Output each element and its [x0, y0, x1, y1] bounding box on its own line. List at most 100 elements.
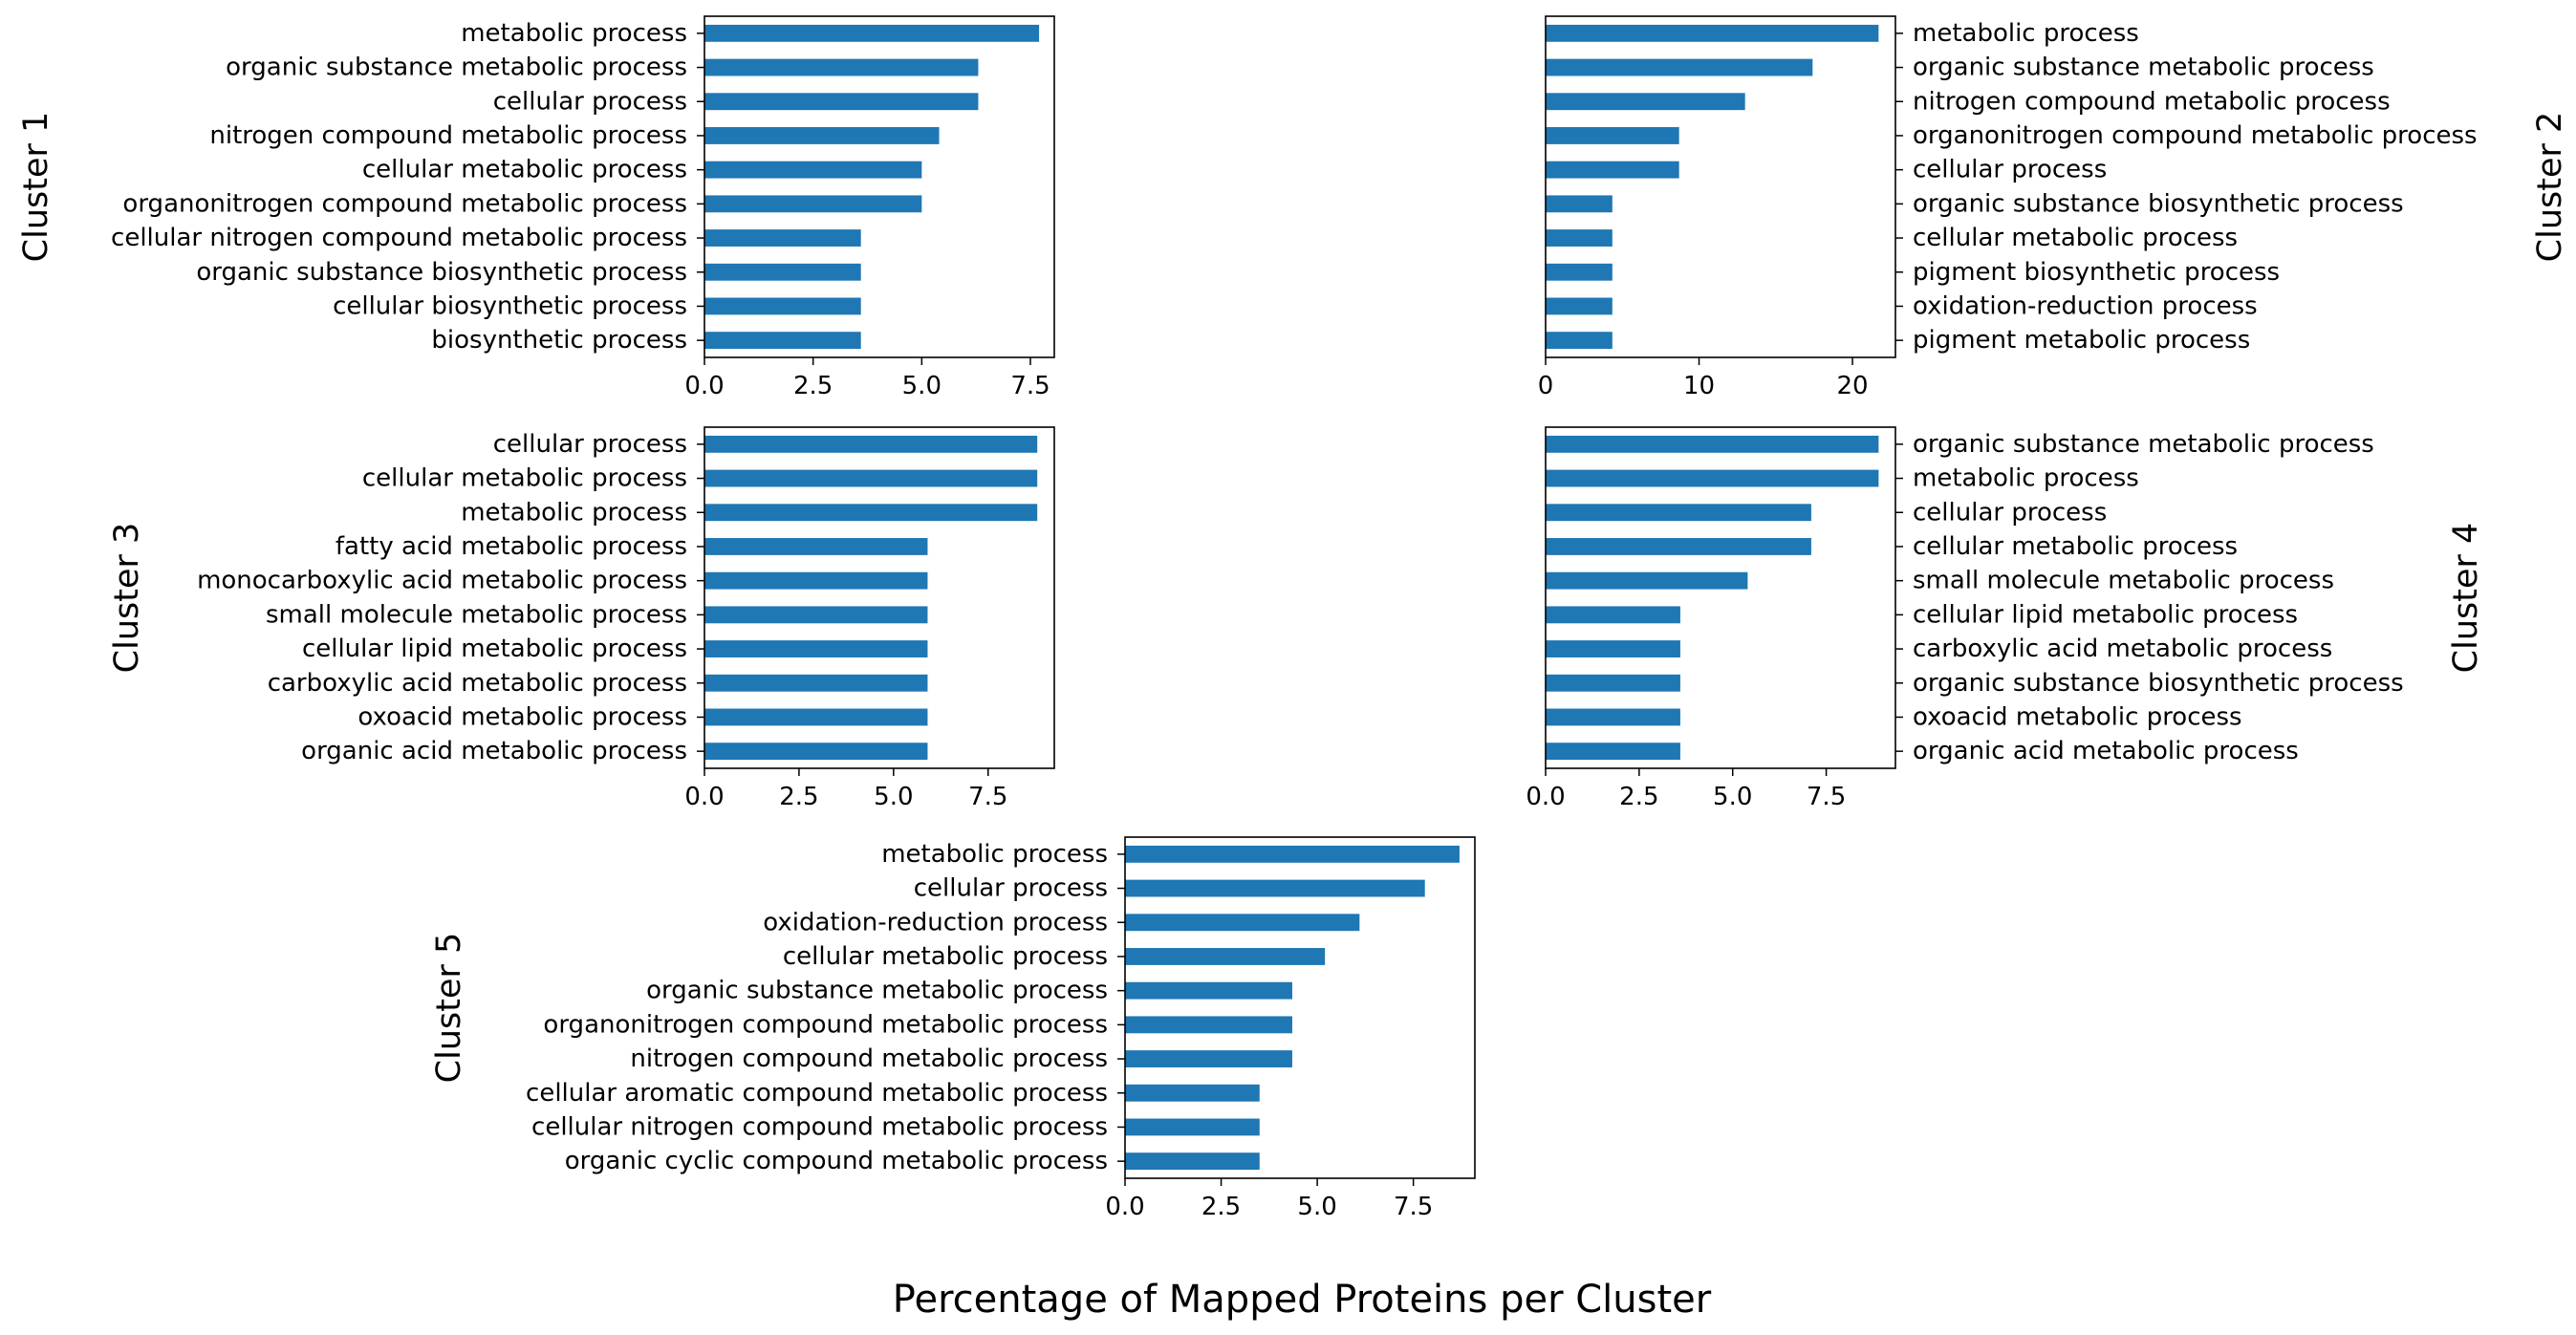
category-label: cellular nitrogen compound metabolic pro…: [111, 224, 687, 252]
category-label: carboxylic acid metabolic process: [1913, 635, 2332, 663]
category-label: cellular aromatic compound metabolic pro…: [526, 1079, 1108, 1108]
bar: [704, 504, 1038, 522]
category-label: oxidation-reduction process: [763, 908, 1108, 937]
axes-frame: [704, 426, 1055, 769]
panel-cluster-3: cellular process cellular metabolic proce…: [108, 426, 1055, 811]
category-label: organic substance biosynthetic process: [196, 258, 687, 287]
category-label: cellular metabolic process: [783, 942, 1108, 971]
category-label: cellular nitrogen compound metabolic pro…: [531, 1112, 1108, 1141]
x-tick-label: 0.0: [684, 783, 724, 811]
bar: [1125, 948, 1326, 965]
x-tick-label: 10: [1683, 372, 1715, 400]
axes-frame: [1545, 426, 1896, 769]
x-tick-label: 0.0: [1526, 783, 1565, 811]
category-label: cellular process: [914, 874, 1108, 903]
category-label: pigment metabolic process: [1913, 326, 2250, 355]
category-label: nitrogen compound metabolic process: [209, 121, 687, 150]
category-label: metabolic process: [881, 840, 1108, 869]
category-label: metabolic process: [461, 498, 687, 527]
bar: [704, 674, 928, 692]
category-label: organic acid metabolic process: [1913, 737, 2299, 765]
x-tick-label: 0.0: [684, 372, 724, 400]
bar: [1546, 538, 1811, 555]
bar: [704, 263, 861, 281]
figure-x-axis-label: Percentage of Mapped Proteins per Cluste…: [893, 1278, 1712, 1322]
bar: [704, 435, 1038, 453]
axes-frame: [1545, 15, 1896, 358]
bar: [704, 538, 928, 555]
category-label: metabolic process: [1913, 19, 2139, 48]
x-tick-label: 7.5: [1394, 1193, 1433, 1221]
bar: [704, 229, 861, 247]
bar: [1546, 93, 1745, 111]
category-label: cellular biosynthetic process: [333, 291, 687, 320]
bar: [1546, 58, 1813, 76]
category-label: cellular process: [1913, 498, 2107, 527]
bar: [1546, 297, 1613, 315]
bar: [1546, 195, 1613, 213]
axes-frame: [704, 15, 1055, 358]
category-label: organic substance metabolic process: [646, 977, 1108, 1005]
x-tick-label: 5.0: [1713, 783, 1752, 811]
category-label: fatty acid metabolic process: [336, 532, 687, 561]
bar: [1546, 24, 1879, 42]
category-label: oxidation-reduction process: [1913, 291, 2258, 320]
bar: [1125, 981, 1292, 1000]
bar: [1546, 435, 1879, 453]
category-label: cellular lipid metabolic process: [1913, 600, 2298, 629]
category-label: cellular metabolic process: [1913, 532, 2238, 561]
bar: [1125, 1118, 1260, 1136]
category-label: cellular lipid metabolic process: [302, 635, 687, 663]
category-label: oxoacid metabolic process: [1913, 702, 2242, 731]
x-tick-label: 2.5: [1619, 783, 1658, 811]
x-tick-label: 7.5: [1807, 783, 1846, 811]
bar: [1546, 504, 1811, 522]
bar: [1546, 127, 1679, 144]
bar: [704, 24, 1040, 42]
category-label: organic substance metabolic process: [1913, 54, 2374, 82]
bar: [1546, 161, 1679, 179]
x-tick-label: 5.0: [902, 372, 942, 400]
bar: [1125, 1050, 1292, 1067]
category-label: biosynthetic process: [431, 326, 687, 355]
category-label: small molecule metabolic process: [1913, 567, 2334, 595]
x-tick-label: 5.0: [874, 783, 913, 811]
panel-title: Cluster 5: [430, 933, 468, 1084]
category-label: metabolic process: [1913, 464, 2139, 493]
bar: [704, 469, 1038, 487]
bar: [1546, 674, 1680, 692]
bar: [1546, 708, 1680, 726]
category-label: organic substance biosynthetic process: [1913, 669, 2404, 698]
bar: [1546, 640, 1680, 657]
x-tick-label: 20: [1837, 372, 1869, 400]
bar: [1125, 879, 1425, 897]
category-label: nitrogen compound metabolic process: [630, 1044, 1108, 1073]
bar: [704, 297, 861, 315]
category-label: organonitrogen compound metabolic proces…: [1913, 121, 2478, 150]
panel-cluster-5: metabolic process cellular process oxidati…: [430, 836, 1476, 1221]
category-label: oxoacid metabolic process: [357, 702, 687, 731]
category-label: organic substance metabolic process: [1913, 430, 2374, 459]
category-label: carboxylic acid metabolic process: [268, 669, 687, 698]
panel-title: Cluster 3: [108, 523, 146, 674]
bar: [1546, 332, 1613, 350]
category-label: monocarboxylic acid metabolic process: [197, 567, 687, 595]
panel-cluster-4: organic substance metabolic process metab…: [1526, 426, 2485, 811]
category-label: cellular process: [493, 430, 687, 459]
x-tick-label: 0: [1538, 372, 1554, 400]
category-label: cellular process: [1913, 156, 2107, 184]
x-tick-label: 2.5: [793, 372, 833, 400]
bar: [704, 93, 979, 111]
category-label: cellular process: [493, 87, 687, 116]
bar: [1546, 263, 1613, 281]
category-label: organic acid metabolic process: [301, 737, 687, 765]
category-label: nitrogen compound metabolic process: [1913, 87, 2391, 116]
category-label: small molecule metabolic process: [266, 600, 687, 629]
panel-title: Cluster 1: [17, 112, 55, 263]
bar: [704, 571, 928, 590]
bar: [1546, 606, 1680, 624]
x-tick-label: 7.5: [1010, 372, 1050, 400]
category-label: organic cyclic compound metabolic proces…: [565, 1147, 1108, 1175]
